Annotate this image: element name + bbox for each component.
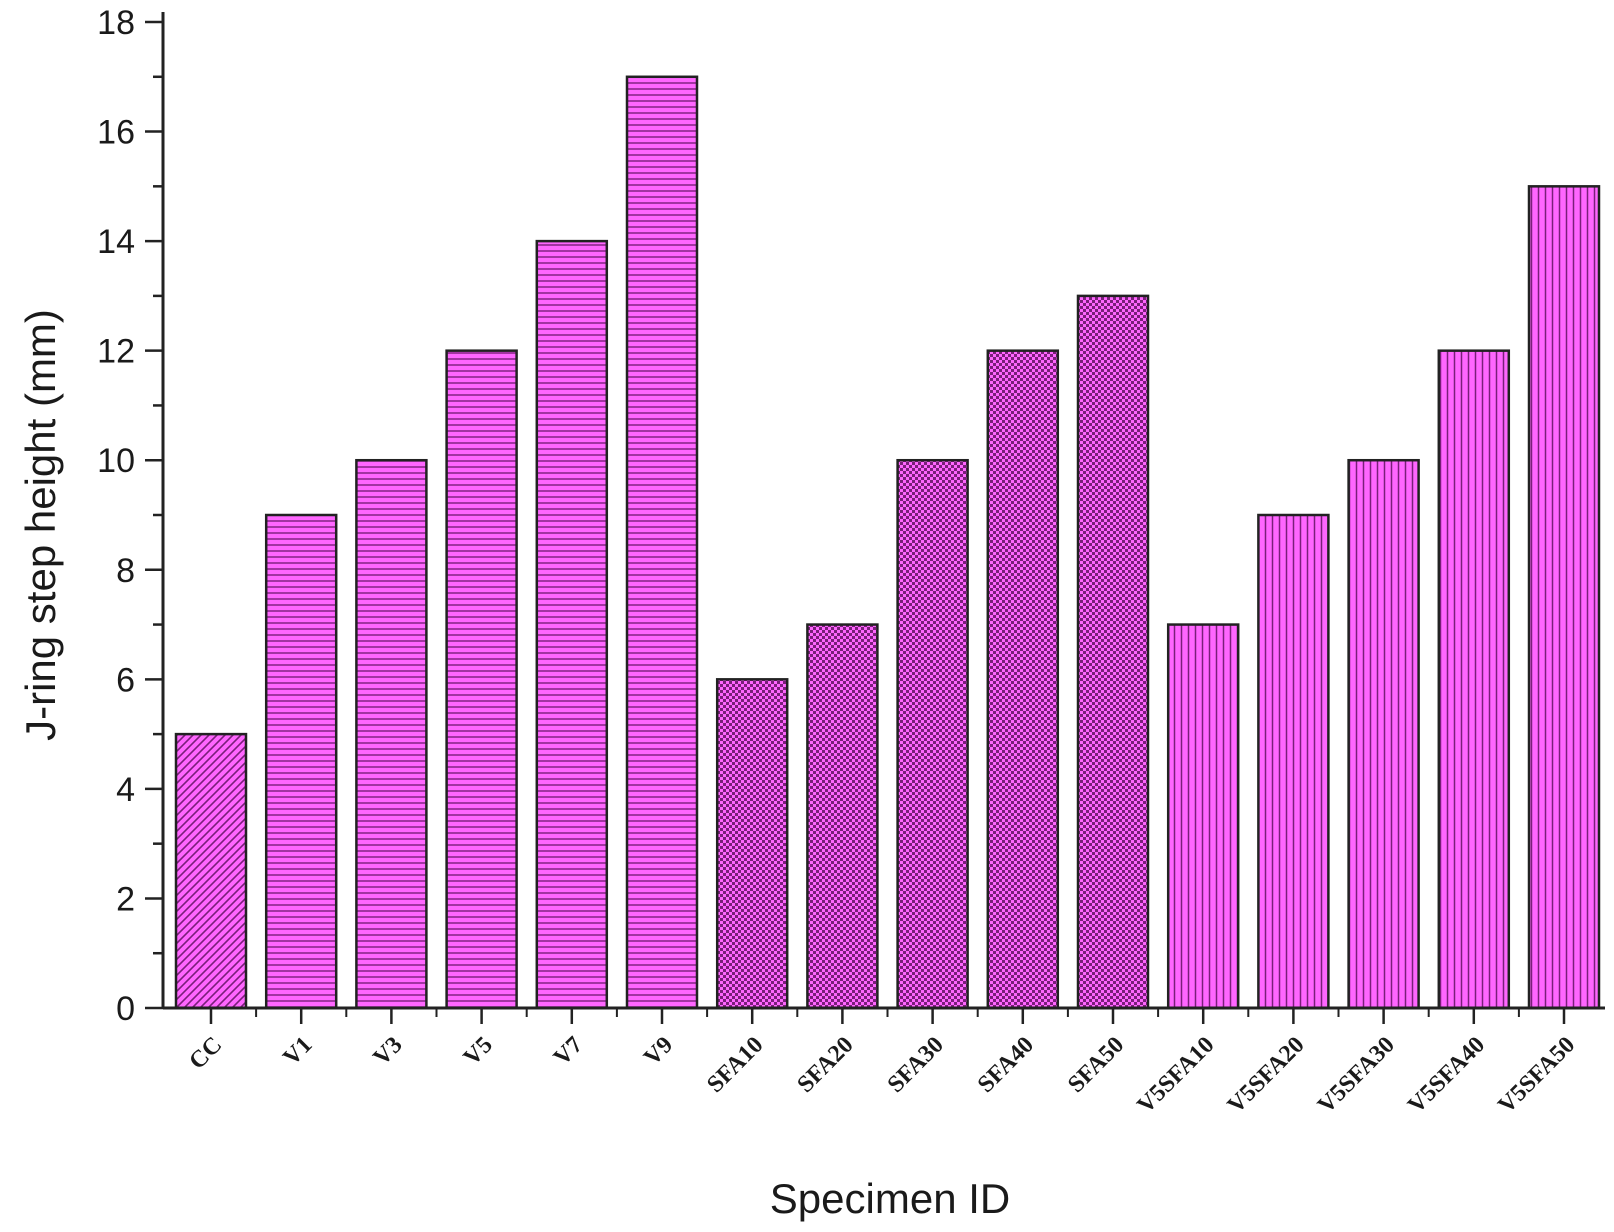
x-tick-label: V1	[278, 1032, 317, 1071]
bar-sfa40	[986, 349, 1060, 1010]
x-tick-label: SFA30	[883, 1032, 949, 1098]
x-tick-label: V5SFA30	[1313, 1032, 1400, 1119]
x-tick-label: SFA40	[973, 1032, 1039, 1098]
bar-v5	[445, 349, 518, 1010]
x-tick-label: V5SFA50	[1493, 1032, 1580, 1119]
y-tick-label: 16	[97, 114, 135, 152]
x-tick-label: SFA50	[1063, 1032, 1129, 1098]
y-axis-title: J-ring step height (mm)	[17, 309, 64, 741]
bar-sfa50	[1076, 294, 1150, 1010]
x-tick-label: V5SFA20	[1223, 1032, 1310, 1119]
x-tick-label: V9	[639, 1032, 678, 1071]
x-tick-label: V5SFA40	[1403, 1032, 1490, 1119]
y-tick-label: 0	[116, 990, 135, 1028]
bar-sfa10	[715, 678, 789, 1010]
y-tick-label: 10	[97, 442, 135, 480]
bars-layer	[174, 75, 1601, 1010]
bar-sfa20	[806, 623, 879, 1010]
x-tick-label: SFA20	[792, 1032, 858, 1098]
x-tick-label: V5	[459, 1032, 498, 1071]
x-tick-label: V7	[549, 1032, 588, 1071]
bar-v9	[625, 75, 699, 1010]
y-tick-label: 12	[97, 333, 135, 371]
y-tick-label: 2	[116, 880, 135, 918]
bar-sfa30	[896, 458, 969, 1010]
x-tick-label: SFA10	[702, 1032, 768, 1098]
bar-v1	[264, 513, 338, 1010]
bar-v5sfa30	[1347, 458, 1420, 1010]
bar-v5sfa20	[1257, 513, 1330, 1010]
y-tick-label: 8	[116, 552, 135, 590]
bar-cc	[174, 732, 248, 1010]
bar-v3	[355, 458, 428, 1010]
x-tick-label: V5SFA10	[1133, 1032, 1220, 1119]
y-tick-label: 18	[97, 4, 135, 42]
bar-v7	[535, 239, 609, 1010]
bar-v5sfa50	[1527, 185, 1601, 1010]
bar-v5sfa10	[1166, 623, 1240, 1010]
x-tick-label: CC	[184, 1032, 227, 1075]
y-tick-label: 4	[116, 771, 135, 809]
bar-v5sfa40	[1437, 349, 1511, 1010]
x-tick-label: V3	[369, 1032, 408, 1071]
y-tick-label: 14	[97, 223, 135, 261]
x-axis-title: Specimen ID	[770, 1175, 1010, 1222]
y-tick-label: 6	[116, 661, 135, 699]
